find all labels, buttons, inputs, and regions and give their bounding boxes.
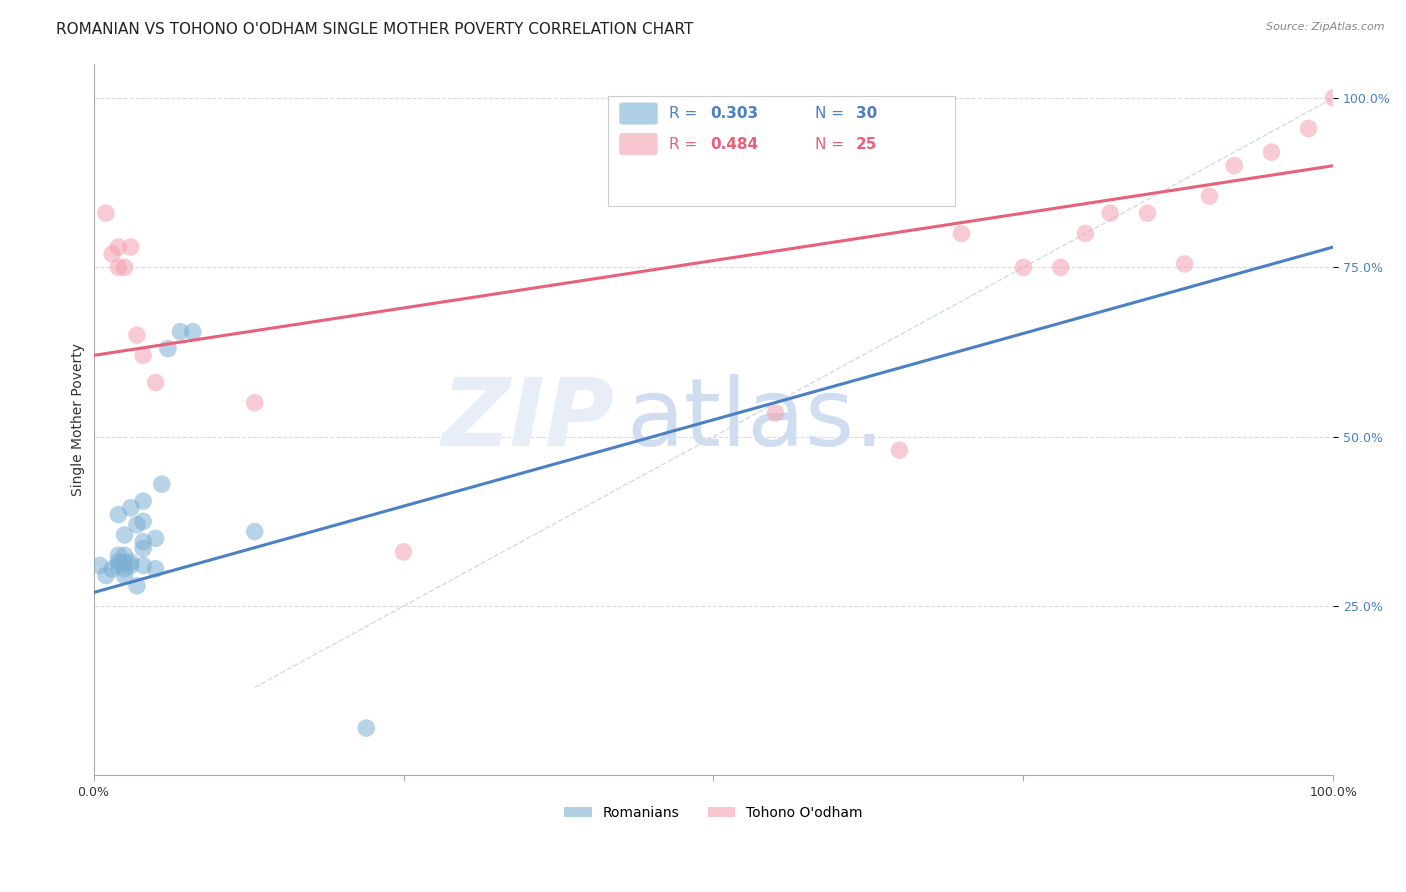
- Point: [145, 532, 167, 546]
- Point: [114, 260, 136, 275]
- Point: [107, 508, 129, 522]
- Point: [120, 240, 142, 254]
- Point: [107, 240, 129, 254]
- Point: [132, 494, 155, 508]
- Point: [1136, 206, 1159, 220]
- Point: [150, 477, 173, 491]
- Point: [114, 562, 136, 576]
- Point: [1049, 260, 1071, 275]
- Point: [156, 342, 179, 356]
- Point: [132, 534, 155, 549]
- Point: [132, 541, 155, 556]
- Point: [356, 721, 378, 735]
- Text: R =: R =: [669, 106, 702, 121]
- Point: [101, 246, 124, 260]
- Point: [1322, 91, 1344, 105]
- Point: [125, 517, 148, 532]
- Point: [120, 555, 142, 569]
- Point: [181, 325, 204, 339]
- Text: Source: ZipAtlas.com: Source: ZipAtlas.com: [1267, 22, 1385, 32]
- Point: [145, 376, 167, 390]
- Point: [101, 562, 124, 576]
- Point: [107, 555, 129, 569]
- Point: [765, 406, 787, 420]
- Text: ZIP: ZIP: [441, 374, 614, 466]
- Point: [1298, 121, 1320, 136]
- Text: atlas.: atlas.: [627, 374, 884, 466]
- Text: 30: 30: [856, 106, 877, 121]
- Text: ROMANIAN VS TOHONO O'ODHAM SINGLE MOTHER POVERTY CORRELATION CHART: ROMANIAN VS TOHONO O'ODHAM SINGLE MOTHER…: [56, 22, 693, 37]
- Point: [1223, 159, 1246, 173]
- Point: [125, 579, 148, 593]
- Point: [1099, 206, 1122, 220]
- Point: [120, 558, 142, 573]
- Point: [132, 558, 155, 573]
- Text: 0.484: 0.484: [710, 136, 758, 152]
- Point: [950, 227, 973, 241]
- Point: [243, 524, 266, 539]
- Point: [114, 528, 136, 542]
- FancyBboxPatch shape: [619, 103, 658, 125]
- Text: 0.303: 0.303: [710, 106, 758, 121]
- Point: [132, 515, 155, 529]
- Point: [1260, 145, 1282, 160]
- Text: N =: N =: [815, 106, 849, 121]
- Point: [114, 555, 136, 569]
- Point: [243, 396, 266, 410]
- Point: [1174, 257, 1197, 271]
- FancyBboxPatch shape: [619, 133, 658, 155]
- Point: [1012, 260, 1035, 275]
- Point: [145, 562, 167, 576]
- Point: [889, 443, 911, 458]
- Point: [125, 328, 148, 343]
- Text: R =: R =: [669, 136, 702, 152]
- Point: [114, 568, 136, 582]
- Point: [120, 500, 142, 515]
- Point: [169, 325, 191, 339]
- Point: [1074, 227, 1097, 241]
- Point: [1198, 189, 1220, 203]
- Point: [94, 568, 117, 582]
- Point: [107, 260, 129, 275]
- Text: N =: N =: [815, 136, 849, 152]
- Point: [89, 558, 111, 573]
- Legend: Romanians, Tohono O'odham: Romanians, Tohono O'odham: [558, 800, 869, 825]
- Point: [114, 549, 136, 563]
- Point: [107, 558, 129, 573]
- FancyBboxPatch shape: [609, 96, 955, 206]
- Text: 25: 25: [856, 136, 877, 152]
- Point: [392, 545, 415, 559]
- Point: [132, 348, 155, 362]
- Y-axis label: Single Mother Poverty: Single Mother Poverty: [72, 343, 86, 496]
- Point: [107, 549, 129, 563]
- Point: [94, 206, 117, 220]
